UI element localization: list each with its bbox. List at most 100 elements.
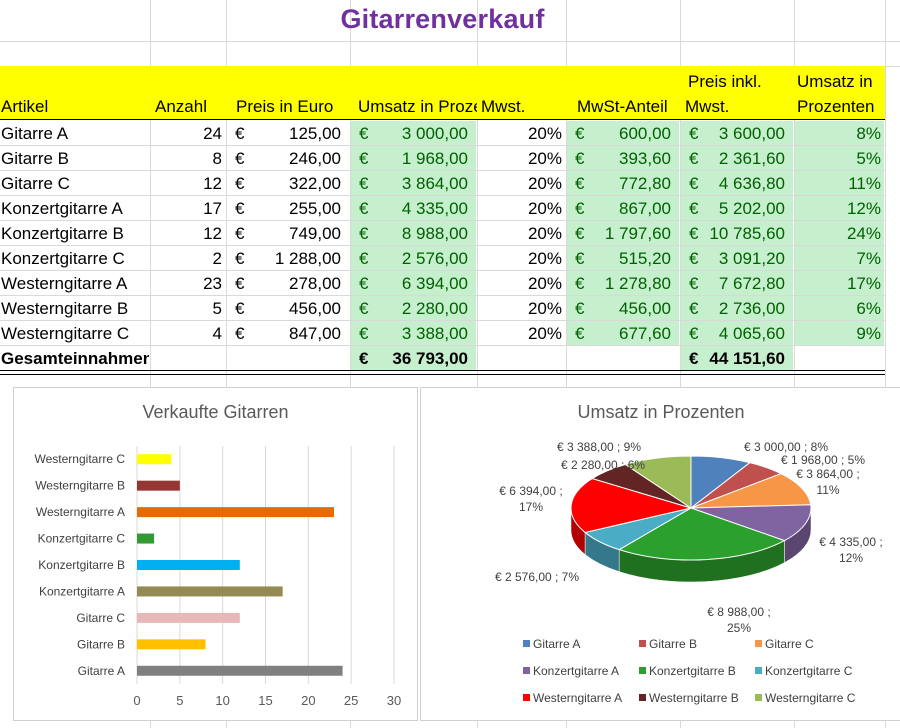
cell-mwst-anteil[interactable]: €515,20 [567, 246, 679, 271]
cell-anzahl[interactable]: 2 [212, 249, 222, 268]
pie-data-label: € 3 388,00 ; 9% [557, 440, 641, 454]
cell-umsatz[interactable]: €3 864,00 [351, 171, 476, 196]
cell-mwst[interactable]: 20% [527, 249, 562, 268]
cell-mwst[interactable]: 20% [527, 224, 562, 243]
cell-mwst[interactable]: 20% [527, 299, 562, 318]
cell-artikel[interactable]: Gitarre C [1, 174, 70, 193]
cell-umsatz-proz[interactable]: 7% [795, 246, 884, 271]
cell-anzahl[interactable]: 5 [212, 299, 222, 318]
header-artikel[interactable]: Artikel [1, 97, 49, 116]
cell-mwst-anteil[interactable]: €867,00 [567, 196, 679, 221]
cell-umsatz-proz[interactable]: 5% [795, 146, 884, 171]
cell-umsatz-proz[interactable]: 12% [795, 196, 884, 221]
value-preis: 246,00 [289, 149, 341, 168]
cell-preis-inkl[interactable]: €2 361,60 [681, 146, 793, 171]
cell-umsatz-proz[interactable]: 9% [795, 321, 884, 346]
cell-preis-inkl[interactable]: €7 672,80 [681, 271, 793, 296]
cell-mwst[interactable]: 20% [527, 174, 562, 193]
cell-preis-inkl[interactable]: €4 065,60 [681, 321, 793, 346]
cell-artikel[interactable]: Westerngitarre B [1, 299, 129, 318]
header-umsatz-proz-line1[interactable]: Umsatz in [797, 72, 873, 91]
cell-artikel[interactable]: Gitarre A [1, 124, 69, 143]
cell-preis[interactable]: €847,00 [227, 321, 349, 346]
value-mwst-anteil: 677,60 [619, 324, 671, 343]
cell-anzahl[interactable]: 17 [203, 199, 222, 218]
header-mwst-anteil[interactable]: MwSt-Anteil [577, 97, 668, 116]
cell-preis[interactable]: €246,00 [227, 146, 349, 171]
cell-mwst[interactable]: 20% [527, 199, 562, 218]
table-row: Gitarre B 8 €246,00 €1 968,00 20% €393,60 €2 3… [0, 146, 885, 171]
cell-preis[interactable]: €456,00 [227, 296, 349, 321]
cell-mwst[interactable]: 20% [527, 149, 562, 168]
cell-umsatz[interactable]: €4 335,00 [351, 196, 476, 221]
cell-anzahl[interactable]: 8 [212, 149, 222, 168]
header-mwst[interactable]: Mwst. [481, 97, 526, 116]
cell-mwst-anteil[interactable]: €772,80 [567, 171, 679, 196]
cell-anzahl[interactable]: 12 [203, 174, 222, 193]
cell-preis[interactable]: €1 288,00 [227, 246, 349, 271]
cell-umsatz[interactable]: €1 968,00 [351, 146, 476, 171]
cell-anzahl[interactable]: 24 [203, 124, 222, 143]
value-preis-inkl: 7 672,80 [718, 274, 785, 293]
cell-umsatz-proz[interactable]: 6% [795, 296, 884, 321]
cell-umsatz[interactable]: €2 576,00 [351, 246, 476, 271]
cell-mwst[interactable]: 20% [527, 324, 562, 343]
cell-mwst-anteil[interactable]: €1 797,60 [567, 221, 679, 246]
cell-umsatz[interactable]: €3 000,00 [351, 121, 476, 146]
bar-chart[interactable]: Verkaufte Gitarren 0 5 10 15 20 25 30 Westerngi… [13, 387, 418, 721]
cell-umsatz-proz[interactable]: 24% [795, 221, 884, 246]
cell-preis[interactable]: €278,00 [227, 271, 349, 296]
cell-mwst-anteil[interactable]: €677,60 [567, 321, 679, 346]
cell-artikel[interactable]: Konzertgitarre B [1, 224, 124, 243]
total-inkl-cell[interactable]: € 44 151,60 [681, 346, 793, 371]
header-preis-inkl-line2[interactable]: Mwst. [685, 97, 730, 116]
cell-anzahl[interactable]: 12 [203, 224, 222, 243]
cell-umsatz-proz[interactable]: 17% [795, 271, 884, 296]
cell-preis-inkl[interactable]: €10 785,60 [681, 221, 793, 246]
cell-umsatz[interactable]: €2 280,00 [351, 296, 476, 321]
header-preis-inkl-line1[interactable]: Preis inkl. [688, 72, 762, 91]
cell-artikel[interactable]: Westerngitarre C [1, 324, 130, 343]
bar-x-tick-label: 30 [387, 693, 401, 708]
cell-umsatz-proz[interactable]: 11% [795, 171, 884, 196]
cell-anzahl[interactable]: 23 [203, 274, 222, 293]
cell-preis[interactable]: €322,00 [227, 171, 349, 196]
cell-artikel[interactable]: Konzertgitarre A [1, 199, 123, 218]
cell-umsatz[interactable]: €3 388,00 [351, 321, 476, 346]
value-umsatz: 6 394,00 [401, 274, 468, 293]
cell-preis-inkl[interactable]: €5 202,00 [681, 196, 793, 221]
cell-anzahl[interactable]: 4 [212, 324, 222, 343]
legend-label: Gitarre B [649, 637, 697, 651]
cell-artikel[interactable]: Gitarre B [1, 149, 70, 168]
cell-mwst-anteil[interactable]: €456,00 [567, 296, 679, 321]
total-umsatz-cell[interactable]: € 36 793,00 [351, 346, 476, 371]
header-umsatz-proz-line2[interactable]: Prozenten [797, 97, 875, 116]
header-preis[interactable]: Preis in Euro [236, 97, 334, 116]
cell-preis-inkl[interactable]: €3 600,00 [681, 121, 793, 146]
cell-artikel[interactable]: Konzertgitarre C [1, 249, 125, 268]
value-preis: 847,00 [289, 324, 341, 343]
total-umsatz: 36 793,00 [392, 349, 468, 368]
bar-category-label: Westerngitarre A [36, 505, 125, 519]
header-umsatz[interactable]: Umsatz in Prozent [358, 97, 477, 116]
cell-umsatz[interactable]: €6 394,00 [351, 271, 476, 296]
cell-mwst[interactable]: 20% [527, 124, 562, 143]
cell-umsatz-proz[interactable]: 8% [795, 121, 884, 146]
cell-preis-inkl[interactable]: €4 636,80 [681, 171, 793, 196]
cell-preis[interactable]: €125,00 [227, 121, 349, 146]
pie-chart[interactable]: Umsatz in Prozenten € 3 000,00 ; 8% € 1 9… [420, 387, 900, 721]
cell-mwst-anteil[interactable]: €600,00 [567, 121, 679, 146]
cell-mwst[interactable]: 20% [527, 274, 562, 293]
cell-artikel[interactable]: Westerngitarre A [1, 274, 128, 293]
cell-preis[interactable]: €255,00 [227, 196, 349, 221]
total-label[interactable]: Gesamteinnahmen [1, 349, 149, 368]
cell-umsatz[interactable]: €8 988,00 [351, 221, 476, 246]
cell-preis-inkl[interactable]: €2 736,00 [681, 296, 793, 321]
cell-mwst-anteil[interactable]: €1 278,80 [567, 271, 679, 296]
cell-mwst-anteil[interactable]: €393,60 [567, 146, 679, 171]
cell-preis[interactable]: €749,00 [227, 221, 349, 246]
header-anzahl[interactable]: Anzahl [155, 97, 207, 116]
sheet-title[interactable]: Gitarrenverkauf [340, 4, 545, 34]
cell-preis-inkl[interactable]: €3 091,20 [681, 246, 793, 271]
